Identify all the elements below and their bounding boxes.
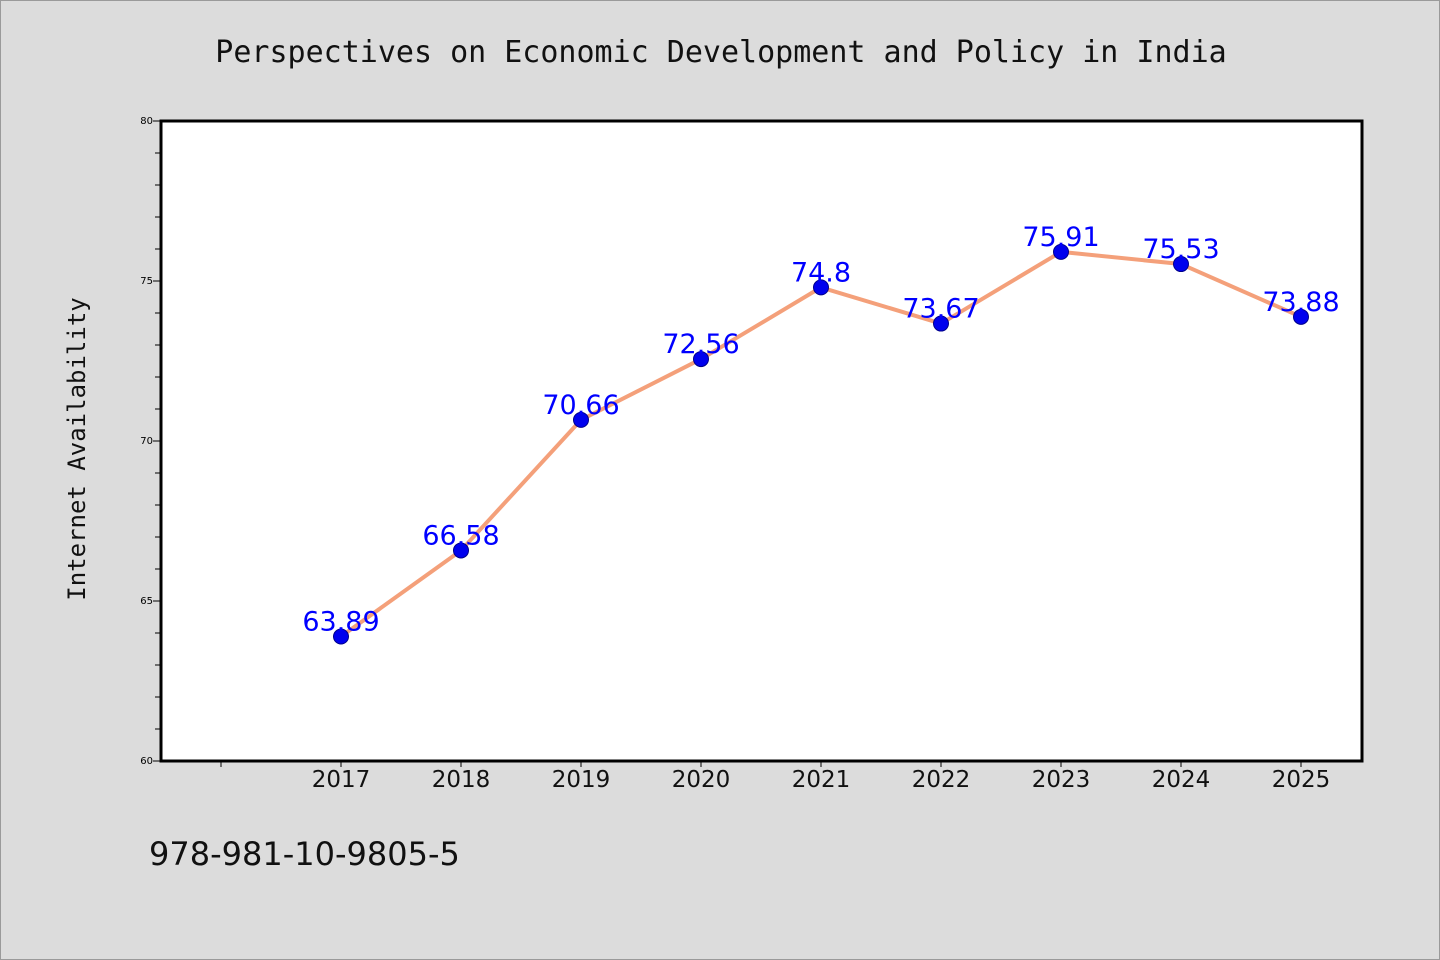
data-point xyxy=(1173,256,1189,273)
y-tick-label: 80 xyxy=(140,116,153,127)
x-tick-label: 2022 xyxy=(912,767,971,793)
x-tick-label: 2017 xyxy=(312,767,371,793)
x-tick-label: 2024 xyxy=(1152,767,1211,793)
data-label: 72.56 xyxy=(662,329,739,360)
x-tick-label: 2021 xyxy=(792,767,851,793)
x-tick-label: 2025 xyxy=(1272,767,1331,793)
data-label: 63.89 xyxy=(302,607,379,638)
footer-isbn: 978-981-10-9805-5 xyxy=(149,835,460,873)
data-label: 75.91 xyxy=(1022,222,1099,253)
y-tick-label: 65 xyxy=(140,596,153,607)
data-point xyxy=(333,628,349,645)
plot-area xyxy=(159,119,1364,763)
data-point xyxy=(573,411,589,428)
data-label: 73.88 xyxy=(1262,287,1339,318)
data-point xyxy=(1053,243,1069,260)
data-point xyxy=(813,279,829,296)
chart-title: Perspectives on Economic Development and… xyxy=(215,35,1227,70)
data-point xyxy=(693,351,709,368)
data-label: 70.66 xyxy=(542,390,619,421)
y-tick-label: 70 xyxy=(140,436,153,447)
data-label: 75.53 xyxy=(1142,234,1219,265)
data-label: 73.67 xyxy=(902,294,979,325)
data-point xyxy=(1293,308,1309,325)
y-tick-label: 75 xyxy=(140,276,153,287)
data-point xyxy=(933,315,949,332)
data-label: 74.8 xyxy=(791,257,851,288)
y-tick-label: 60 xyxy=(140,756,153,767)
x-tick-label: 2019 xyxy=(552,767,611,793)
x-tick-label: 2018 xyxy=(432,767,491,793)
x-tick-label: 2023 xyxy=(1032,767,1091,793)
x-tick-label: 2020 xyxy=(672,767,731,793)
data-label: 66.58 xyxy=(422,520,499,551)
data-point xyxy=(453,542,469,559)
